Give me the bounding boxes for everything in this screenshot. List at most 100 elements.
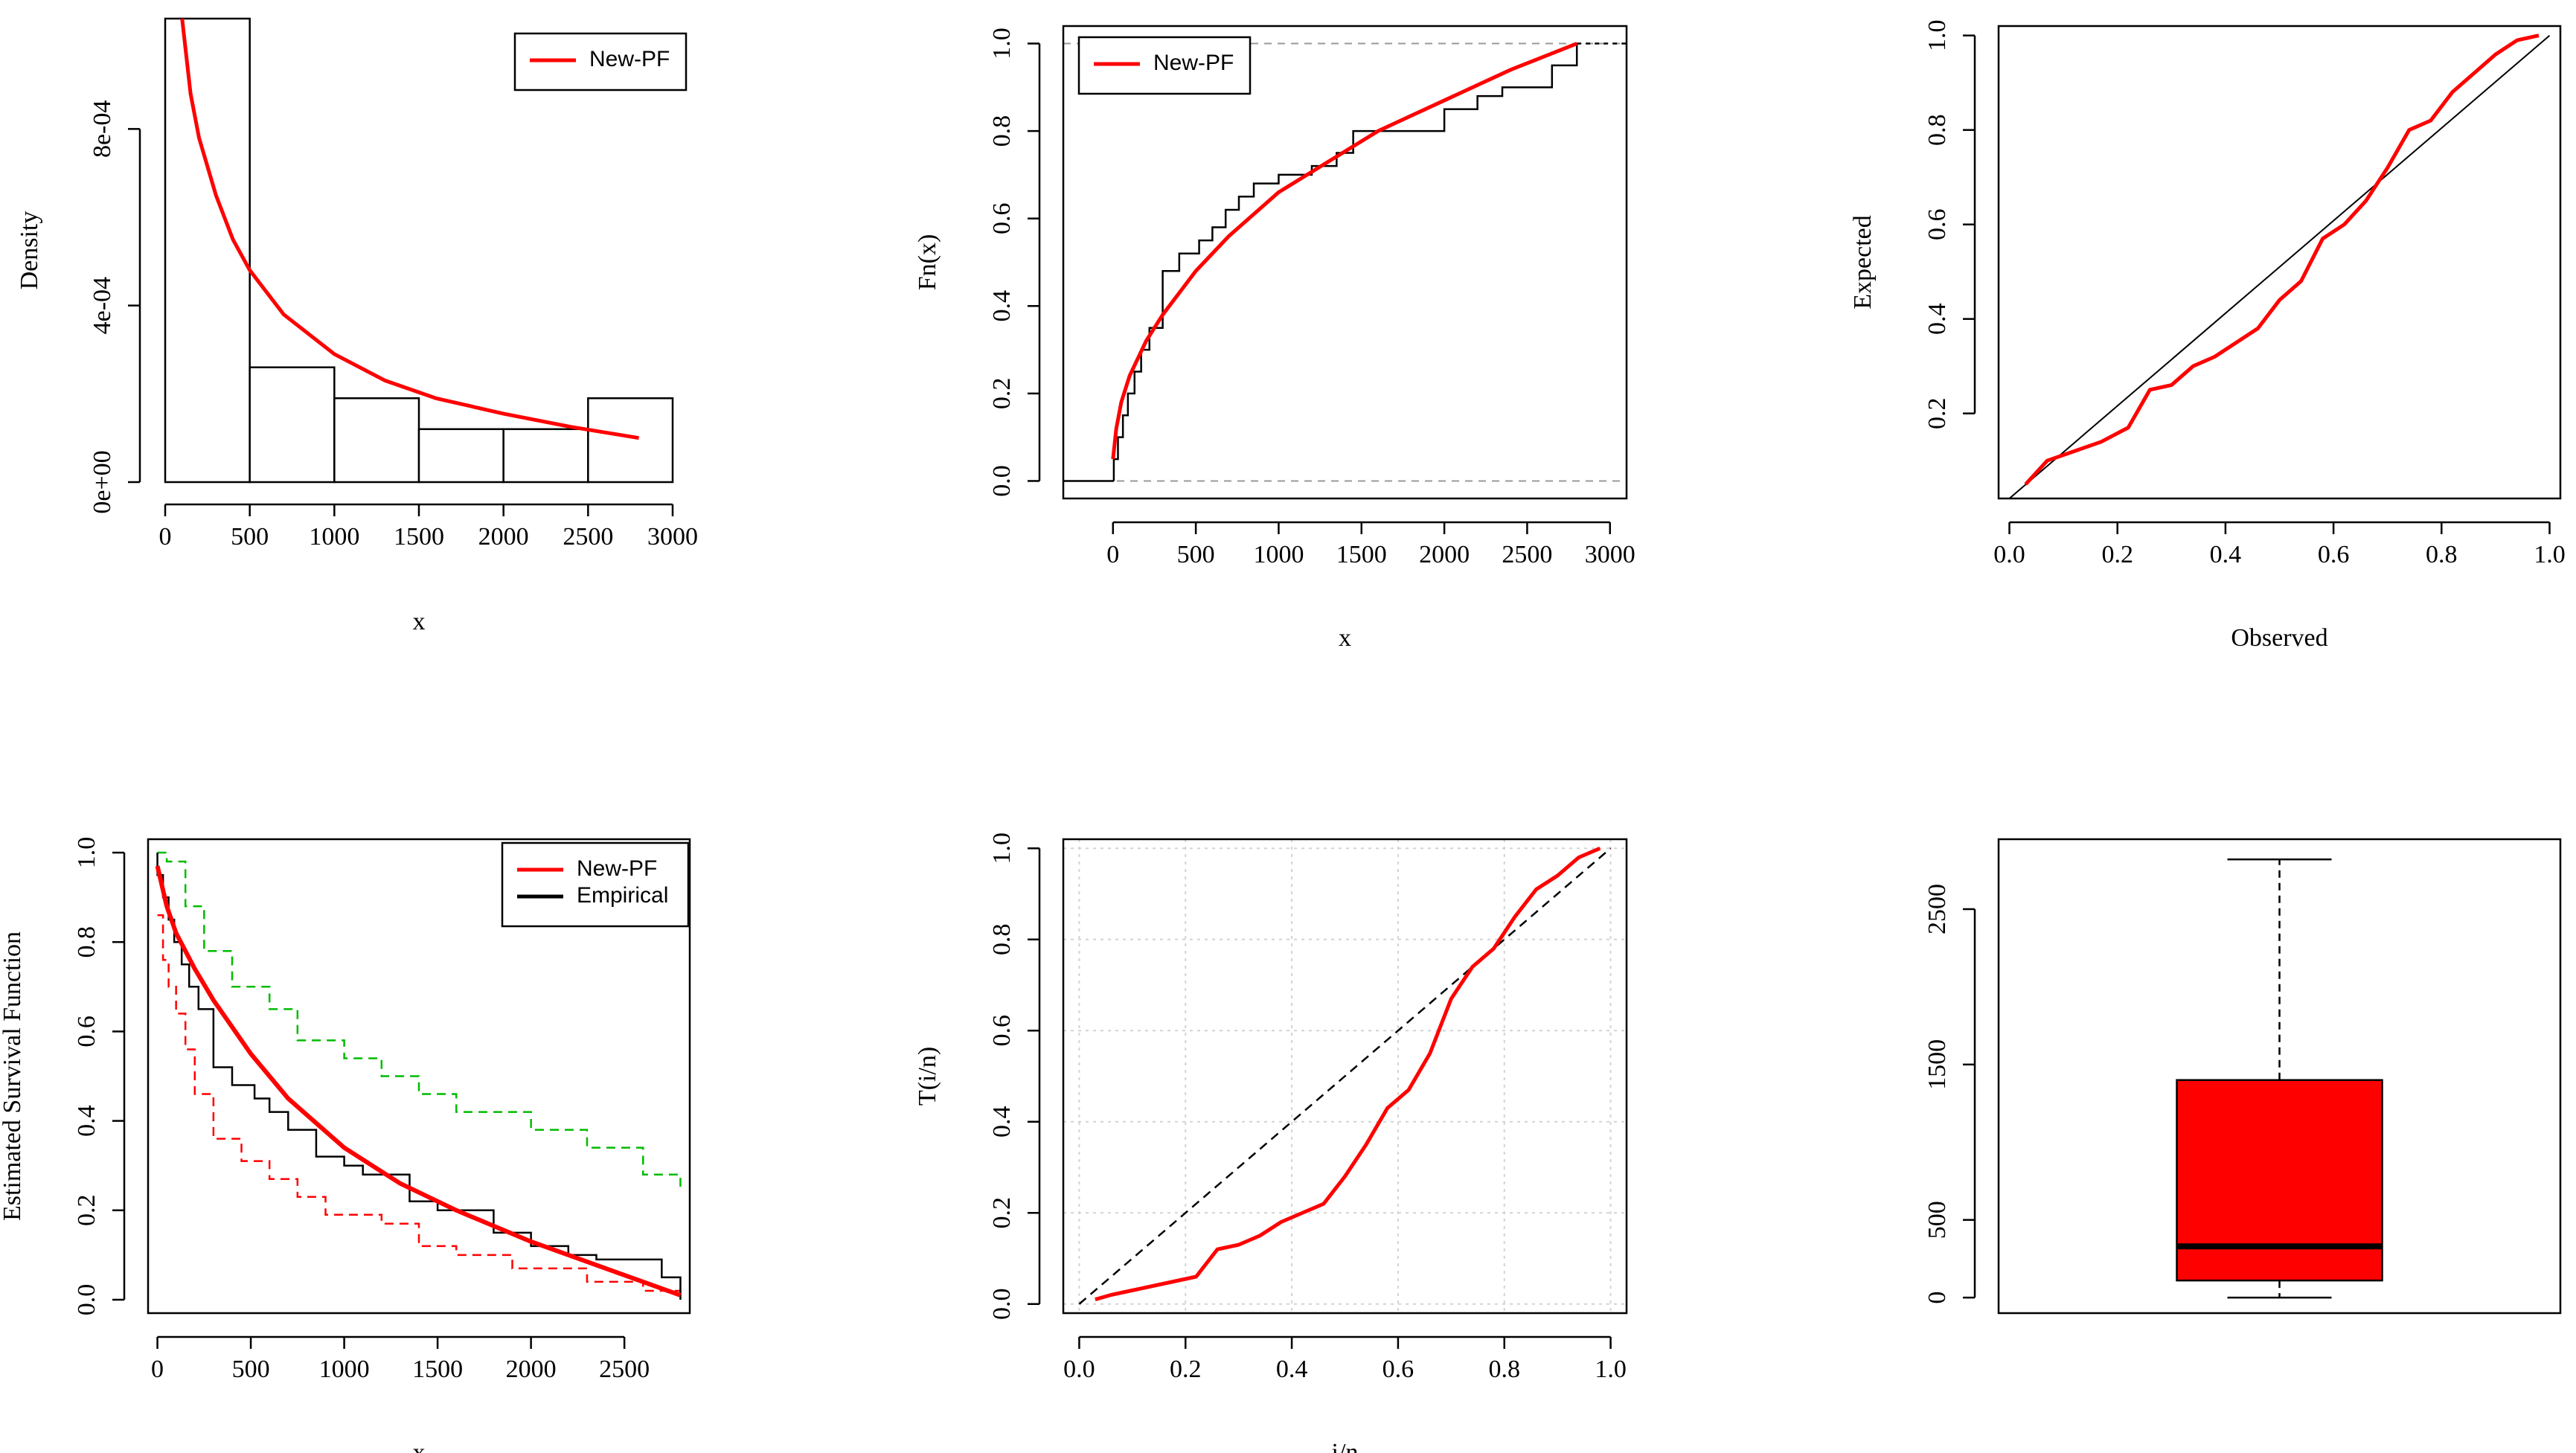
x-tick-label: 2500 xyxy=(599,1356,650,1383)
x-tick-label: 0.4 xyxy=(2210,541,2242,568)
y-axis-label: T(i/n) xyxy=(914,1047,941,1106)
x-tick-label: 0.4 xyxy=(1276,1356,1308,1383)
y-tick-label: 0.2 xyxy=(988,1197,1016,1229)
x-tick-label: 0.8 xyxy=(1488,1356,1520,1383)
x-tick-label: 0 xyxy=(151,1356,164,1383)
y-tick-label: 0.8 xyxy=(1923,114,1951,146)
y-tick-label: 8e-04 xyxy=(89,100,116,158)
x-axis-label: i/n xyxy=(1332,1439,1359,1453)
histogram-panel: 0 500 1000 1500 2000 2500 3000 0e+00 4e-04 8e-04 x… xyxy=(16,17,698,635)
x-tick-label: 2500 xyxy=(563,523,613,551)
cdf-curve-new-pf xyxy=(1111,42,1578,460)
y-tick-label: 0.8 xyxy=(73,926,100,958)
x-tick-label: 1500 xyxy=(412,1356,463,1383)
y-tick-label: 1.0 xyxy=(988,833,1016,865)
y-tick-label: 0.2 xyxy=(1923,397,1951,429)
x-tick-label: 2000 xyxy=(1419,541,1470,568)
x-tick-label: 1000 xyxy=(1253,541,1304,568)
lower-bound-step xyxy=(157,914,682,1295)
y-tick-label: 0.8 xyxy=(988,924,1016,956)
y-tick-label: 0 xyxy=(1923,1292,1951,1304)
plot-frame xyxy=(147,838,691,1315)
y-tick-label: 0.6 xyxy=(1923,208,1951,240)
y-tick-label: 0.6 xyxy=(988,202,1016,234)
y-axis-label: Density xyxy=(16,211,43,290)
x-tick-label: 1500 xyxy=(1336,541,1387,568)
x-tick-label: 1000 xyxy=(319,1356,370,1383)
x-tick-label: 500 xyxy=(232,1356,270,1383)
legend-label: New-PF xyxy=(1153,51,1234,75)
x-tick-label: 1000 xyxy=(309,523,359,551)
x-axis-label: Observed xyxy=(2231,624,2327,652)
y-axis-label: Expected xyxy=(1849,215,1877,309)
y-tick-label: 0.4 xyxy=(1923,303,1951,335)
histogram-bar xyxy=(587,397,674,484)
y-tick-label: 1.0 xyxy=(988,28,1016,60)
upper-bound-step xyxy=(157,851,682,1193)
histogram-bar xyxy=(333,397,420,484)
ecdf-step xyxy=(1112,43,1578,481)
x-tick-label: 0.6 xyxy=(2318,541,2350,568)
plot-frame xyxy=(1062,25,1628,500)
x-tick-label: 0.0 xyxy=(1993,541,2025,568)
histogram-bar xyxy=(249,366,336,484)
y-tick-label: 0.4 xyxy=(988,1106,1016,1138)
y-tick-label: 4e-04 xyxy=(89,277,116,334)
y-tick-label: 2500 xyxy=(1923,884,1951,934)
legend-label: Empirical xyxy=(577,883,668,908)
x-tick-label: 1.0 xyxy=(2534,541,2566,568)
x-tick-label: 0.6 xyxy=(1382,1356,1414,1383)
y-tick-label: 0.0 xyxy=(988,1289,1016,1321)
x-tick-label: 2500 xyxy=(1502,541,1552,568)
y-tick-label: 0.6 xyxy=(988,1015,1016,1047)
x-tick-label: 2000 xyxy=(478,523,529,551)
x-tick-label: 0.8 xyxy=(2426,541,2458,568)
x-axis-label: x xyxy=(413,608,426,635)
plot-frame xyxy=(1062,838,1628,1315)
x-tick-label: 0.2 xyxy=(1170,1356,1202,1383)
y-tick-label: 1.0 xyxy=(1923,19,1951,51)
legend-box xyxy=(501,841,690,928)
y-tick-label: 0.2 xyxy=(73,1195,100,1227)
y-tick-label: 0.0 xyxy=(988,465,1016,497)
x-tick-label: 1500 xyxy=(394,523,444,551)
y-tick-label: 0.6 xyxy=(73,1016,100,1048)
x-tick-label: 0.2 xyxy=(2101,541,2133,568)
y-axis-label: Fn(x) xyxy=(914,234,941,291)
ttt-panel: 0.0 0.2 0.4 0.6 0.8 1.0 0.0 0.2 0.4 0.6 0.8 1.0 i/n T… xyxy=(914,833,1628,1453)
x-axis-label: x xyxy=(413,1439,426,1453)
survival-curve-new-pf xyxy=(155,865,682,1298)
x-tick-label: 0 xyxy=(1106,541,1119,568)
plot-frame xyxy=(1997,838,2562,1315)
box-iqr xyxy=(2176,1079,2383,1282)
histogram-bar xyxy=(502,428,589,484)
plot-frame xyxy=(1997,25,2562,500)
legend-label: New-PF xyxy=(589,47,670,71)
survival-panel: 0 500 1000 1500 2000 2500 0.0 0.2 0.4 0.6 0.8 1.0 x E… xyxy=(0,837,691,1453)
x-tick-label: 0 xyxy=(159,523,172,551)
x-tick-label: 2000 xyxy=(506,1356,557,1383)
x-tick-label: 3000 xyxy=(1585,541,1635,568)
x-tick-label: 0.0 xyxy=(1063,1356,1095,1383)
x-tick-label: 1.0 xyxy=(1595,1356,1627,1383)
boxplot-panel: 0 500 1500 2500 xyxy=(1923,838,2562,1315)
y-tick-label: 0.4 xyxy=(988,290,1016,322)
histogram-bar xyxy=(164,17,251,484)
reference-diagonal xyxy=(1078,847,1612,1305)
y-tick-label: 500 xyxy=(1923,1201,1951,1239)
pp-panel: 0.0 0.2 0.4 0.6 0.8 1.0 0.2 0.4 0.6 0.8 1.0 Observe… xyxy=(1849,19,2566,651)
y-tick-label: 1500 xyxy=(1923,1039,1951,1090)
y-axis-label: Estimated Survival Function xyxy=(0,931,26,1221)
x-tick-label: 500 xyxy=(1177,541,1215,568)
y-tick-label: 0.4 xyxy=(73,1105,100,1137)
y-tick-label: 0.0 xyxy=(73,1284,100,1316)
y-tick-label: 0e+00 xyxy=(89,450,116,513)
reference-diagonal xyxy=(2008,34,2551,499)
y-tick-label: 0.2 xyxy=(988,378,1016,410)
histogram-bar xyxy=(417,428,504,484)
y-tick-label: 0.8 xyxy=(988,115,1016,147)
y-tick-label: 1.0 xyxy=(73,837,100,869)
legend-label: New-PF xyxy=(577,856,657,881)
x-tick-label: 500 xyxy=(231,523,269,551)
